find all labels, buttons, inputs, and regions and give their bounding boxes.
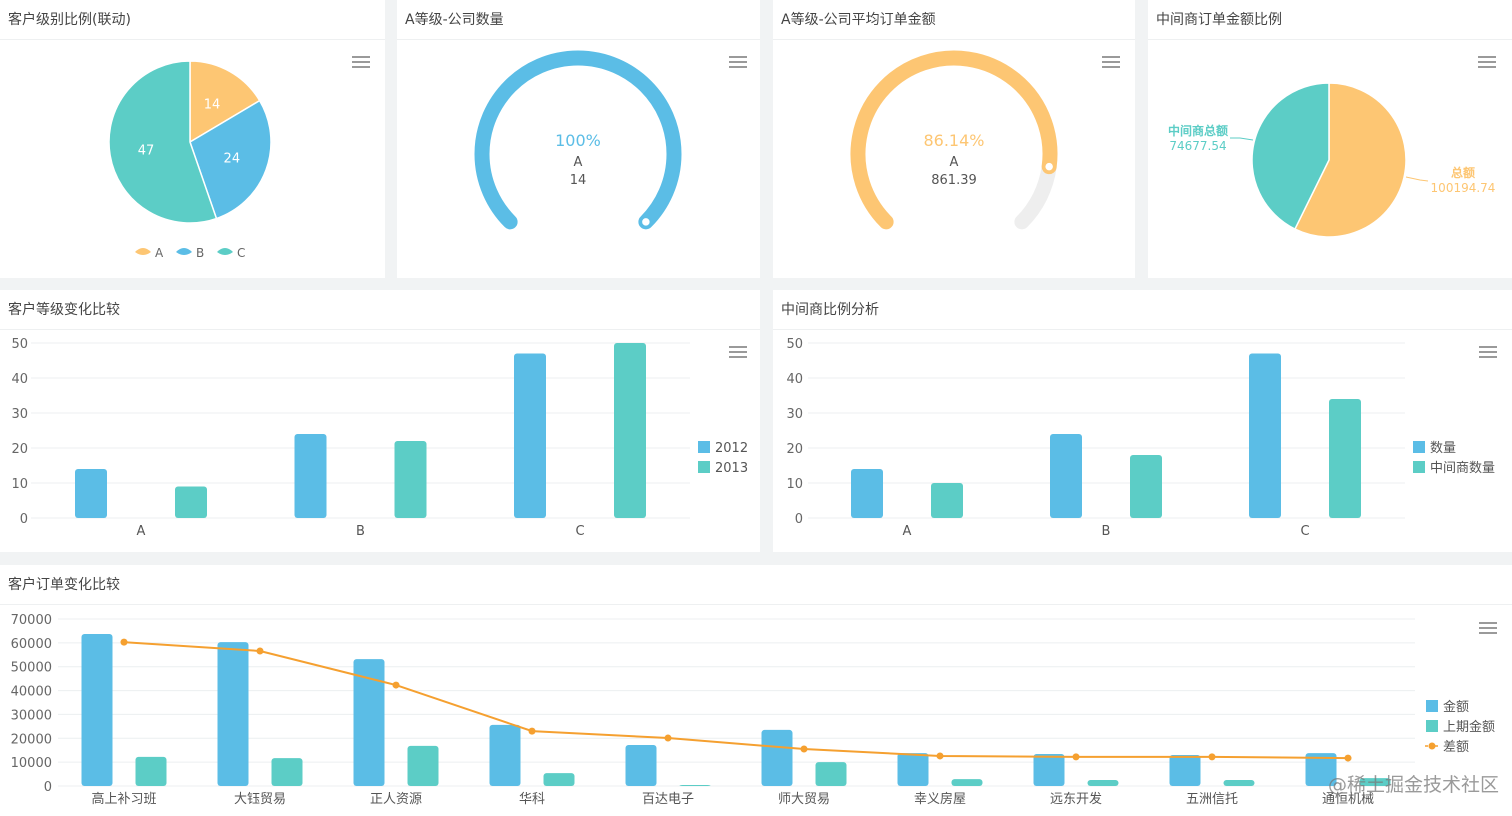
- hamburger-menu-icon[interactable]: [729, 346, 747, 360]
- panel-order-change: 客户订单变化比较: [0, 565, 1512, 816]
- panel-dealer-ratio: 中间商比例分析: [773, 290, 1512, 552]
- panel-customer-level-pie: 客户级别比例(联动): [0, 0, 385, 278]
- panel-dealer-order-pie: 中间商订单金额比例: [1148, 0, 1512, 278]
- hamburger-menu-icon[interactable]: [1479, 346, 1497, 360]
- panel-title: 客户级别比例(联动): [0, 0, 385, 40]
- panel-title: 客户订单变化比较: [0, 565, 1512, 605]
- hamburger-menu-icon[interactable]: [1478, 56, 1496, 70]
- panel-title: A等级-公司数量: [397, 0, 760, 40]
- watermark: @稀土掘金技术社区: [1328, 774, 1500, 796]
- panel-title: A等级-公司平均订单金额: [773, 0, 1135, 40]
- panel-title: 中间商订单金额比例: [1148, 0, 1512, 40]
- hamburger-menu-icon[interactable]: [729, 56, 747, 70]
- hamburger-menu-icon[interactable]: [1102, 56, 1120, 70]
- hamburger-menu-icon[interactable]: [1479, 622, 1497, 636]
- hamburger-menu-icon[interactable]: [352, 56, 370, 70]
- panel-a-company-count: A等级-公司数量: [397, 0, 760, 278]
- panel-a-avg-order: A等级-公司平均订单金额: [773, 0, 1135, 278]
- panel-level-change: 客户等级变化比较: [0, 290, 760, 552]
- panel-title: 中间商比例分析: [773, 290, 1512, 330]
- panel-title: 客户等级变化比较: [0, 290, 760, 330]
